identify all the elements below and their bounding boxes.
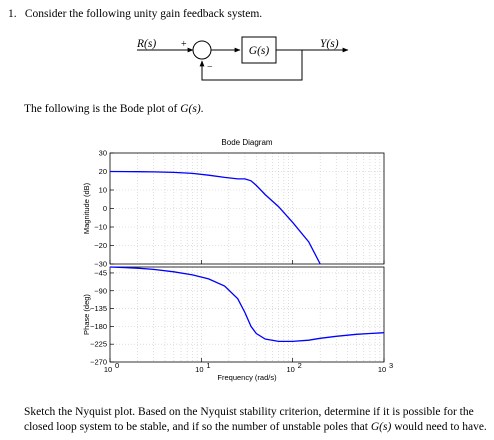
- xtick-label-base: 10: [104, 365, 112, 374]
- phase-curve: [109, 266, 385, 343]
- input-label: R(s): [136, 38, 156, 50]
- summing-minus-sign: −: [207, 62, 213, 73]
- magnitude-ytick-label: −10: [94, 223, 107, 232]
- question-intro: 1. Consider the following unity gain fee…: [8, 8, 262, 20]
- phase-ytick-label: −90: [94, 286, 107, 295]
- bode-intro-suffix: .: [200, 103, 204, 115]
- summing-plus-sign: +: [181, 39, 187, 50]
- phase-ytick-label: −225: [90, 340, 107, 349]
- task-line-2-prefix: closed loop system to be stable, and if …: [24, 421, 371, 433]
- magnitude-ytick-label: −30: [94, 260, 107, 269]
- bode-intro-math: G(s): [180, 103, 201, 115]
- chart-xlabel: Frequency (rad/s): [217, 373, 277, 382]
- bode-plot: Bode Diagram 30 20 10 0 −10 −20 −30 Magnitude (d…: [0, 130, 494, 400]
- task-line-2-suffix: would need to have.: [391, 421, 487, 433]
- phase-axes-frame: [109, 266, 385, 363]
- task-line-2: closed loop system to be stable, and if …: [24, 420, 487, 435]
- magnitude-ytick-label: −20: [94, 241, 107, 250]
- feedback-block-diagram: R(s) + G(s) Y(s) −: [0, 0, 494, 100]
- task-line-1: Sketch the Nyquist plot. Based on the Ny…: [24, 406, 474, 418]
- output-label: Y(s): [320, 38, 339, 50]
- magnitude-ytick-label: 20: [99, 167, 107, 176]
- phase-ytick-label: −45: [94, 268, 107, 277]
- phase-ylabel: Phase (deg): [82, 294, 91, 335]
- plant-label: G(s): [249, 45, 270, 57]
- task-line-2-math: G(s): [370, 421, 392, 433]
- xtick-label-exponent: 1: [206, 361, 210, 370]
- xtick-label-exponent: 3: [389, 361, 393, 370]
- xtick-label-base: 10: [286, 365, 294, 374]
- question-number: 1.: [8, 8, 17, 20]
- magnitude-ytick-label: 0: [103, 204, 107, 213]
- xtick-label-exponent: 2: [298, 361, 302, 370]
- bode-intro-prefix: The following is the Bode plot of: [24, 103, 181, 115]
- phase-ytick-label: −135: [90, 304, 107, 313]
- magnitude-ytick-label: 10: [99, 186, 107, 195]
- phase-ytick-label: −270: [90, 358, 107, 367]
- magnitude-curve: [109, 170, 321, 265]
- magnitude-axes-frame: [109, 152, 385, 265]
- xtick-label-exponent: 0: [115, 361, 119, 370]
- xtick-label-base: 10: [195, 365, 203, 374]
- phase-ytick-label: −180: [90, 322, 107, 331]
- summing-junction: [192, 40, 212, 60]
- question-intro-text: Consider the following unity gain feedba…: [24, 8, 263, 20]
- bode-intro-sentence: The following is the Bode plot of G(s).: [24, 102, 204, 117]
- magnitude-ylabel: Magnitude (dB): [82, 182, 91, 234]
- chart-title: Bode Diagram: [221, 138, 272, 147]
- magnitude-ytick-label: 30: [99, 149, 107, 158]
- feedback-path: [199, 50, 303, 81]
- xtick-label-base: 10: [378, 365, 386, 374]
- block-diagram-svg: R(s) + G(s) Y(s) −: [136, 36, 349, 81]
